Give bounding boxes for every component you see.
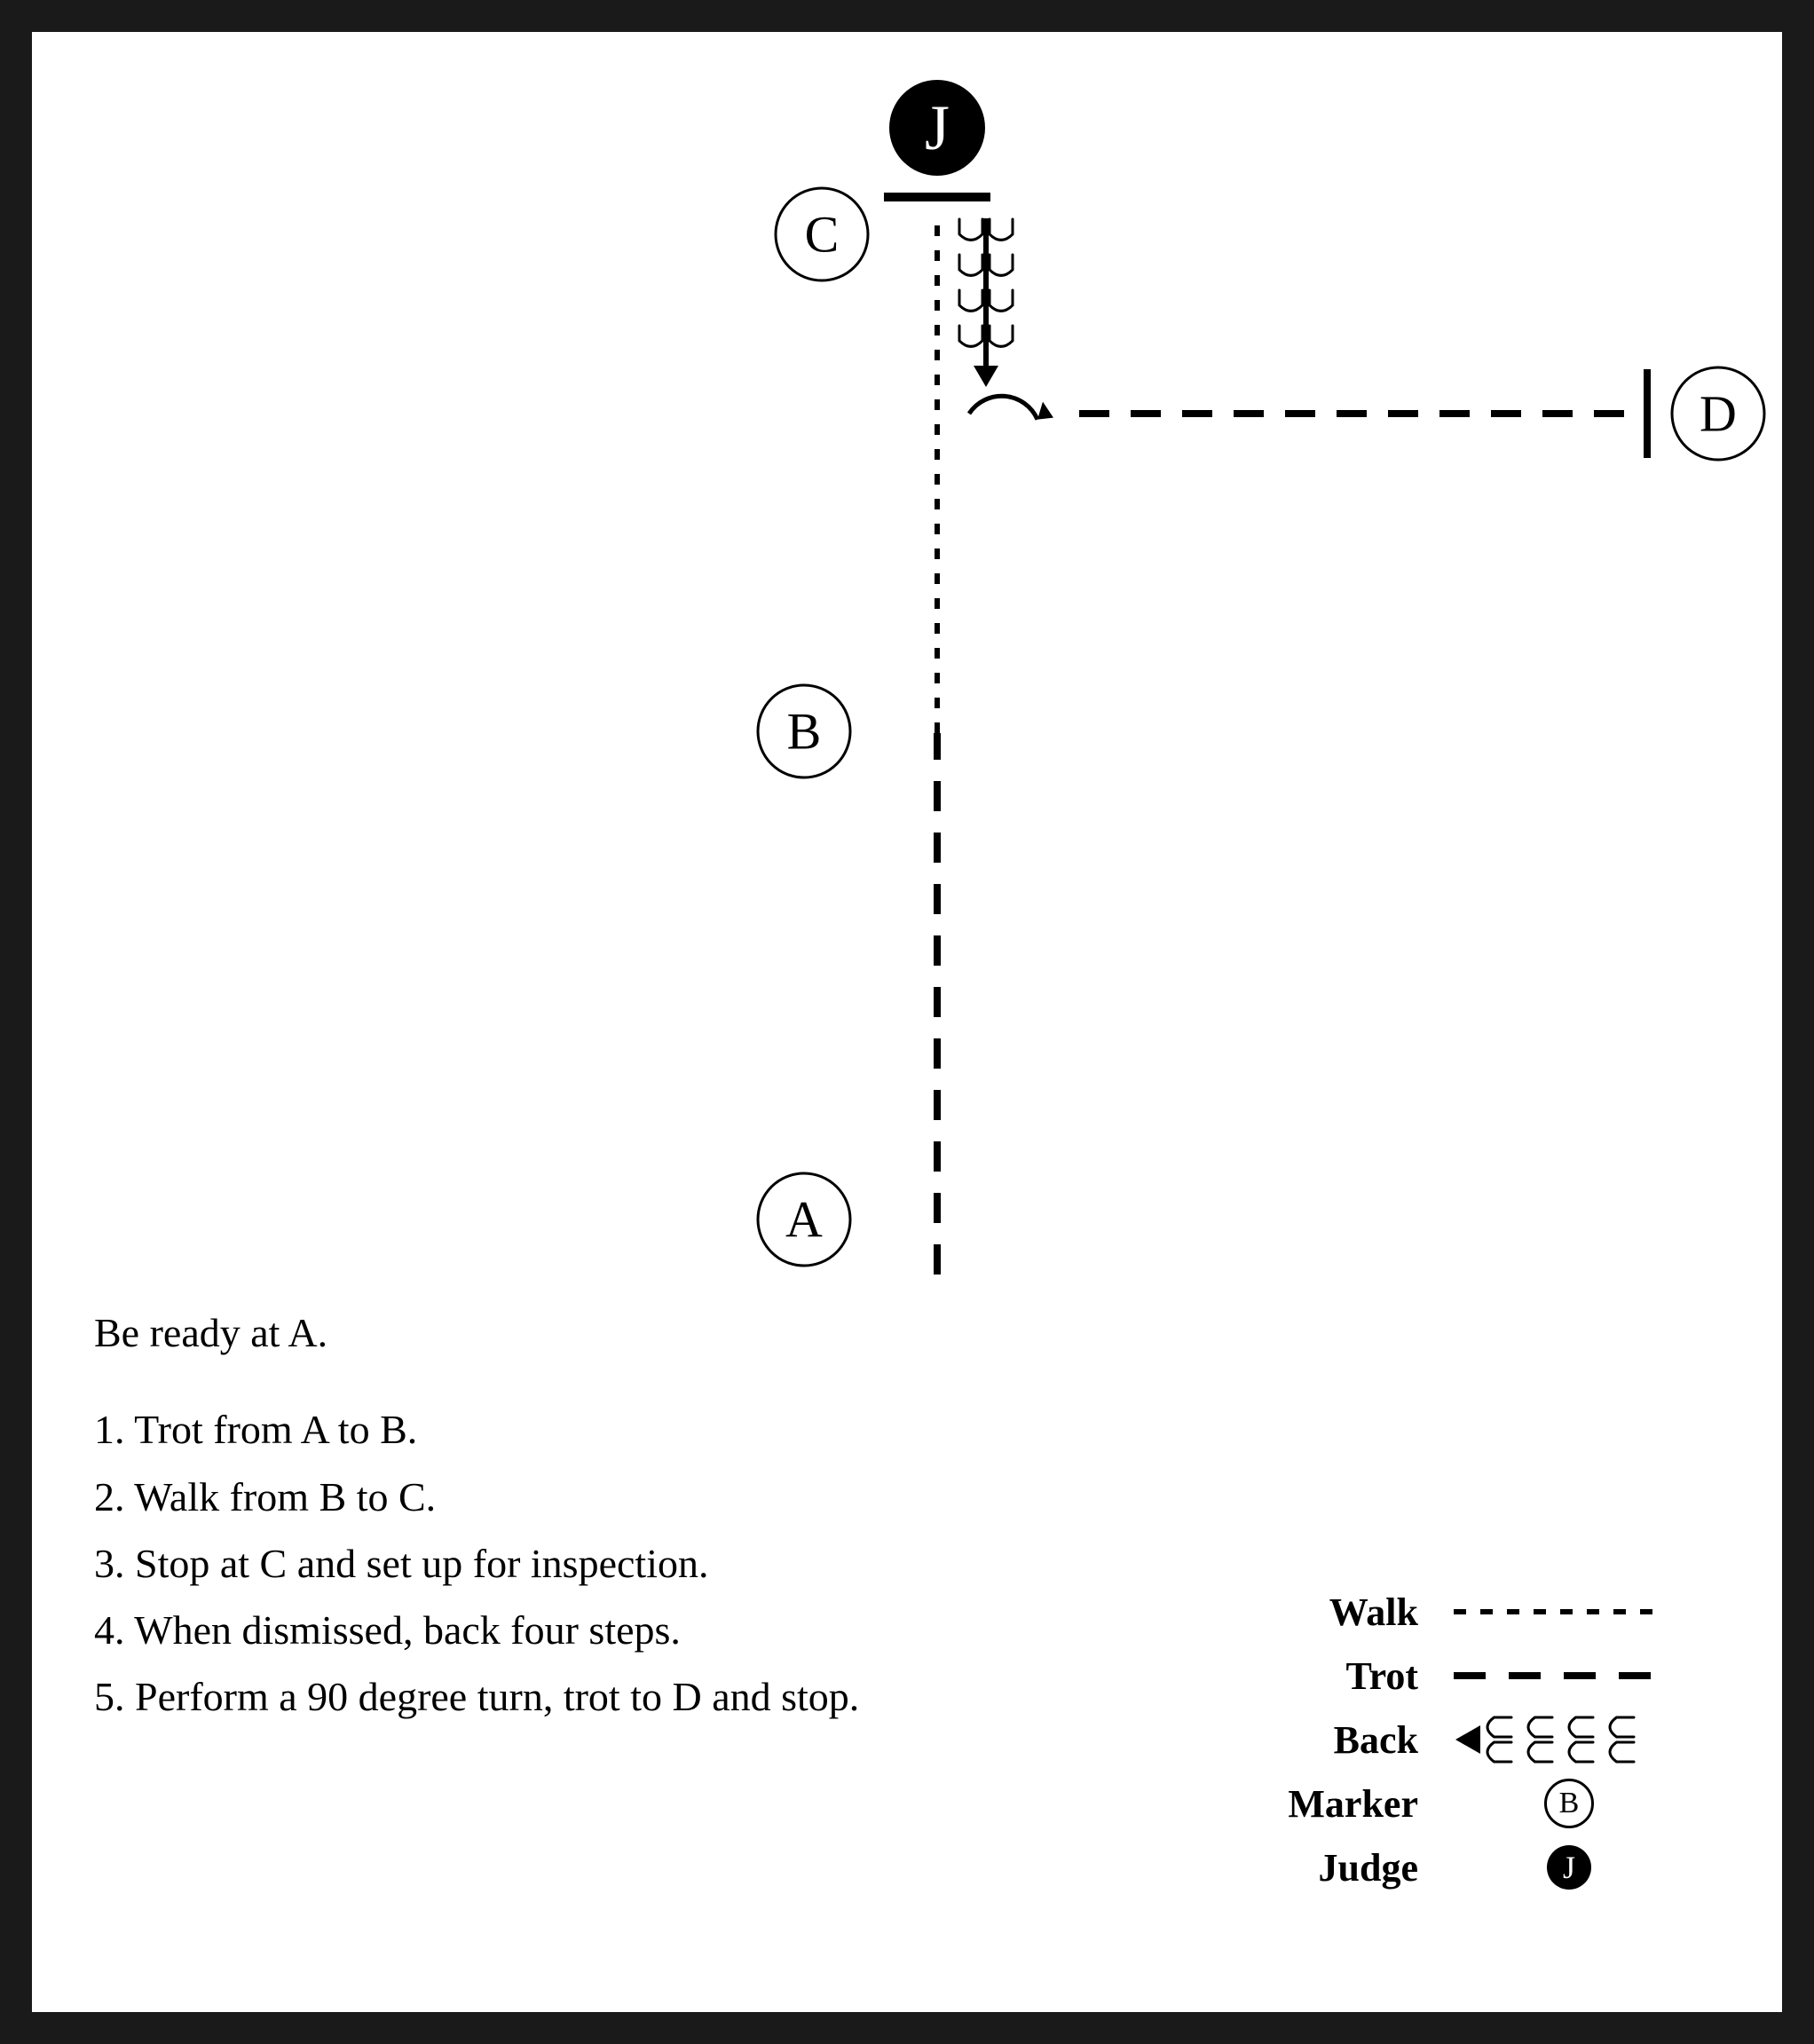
legend-row-walk: Walk: [1258, 1586, 1684, 1638]
marker-icon: B: [1544, 1779, 1594, 1828]
instruction-step: 3. Stop at C and set up for inspection.: [94, 1532, 859, 1595]
legend-label: Judge: [1258, 1845, 1454, 1890]
legend-row-trot: Trot: [1258, 1650, 1684, 1701]
svg-text:J: J: [925, 92, 950, 163]
legend-label: Back: [1258, 1717, 1454, 1763]
marker-D: D: [1672, 367, 1764, 460]
back-arrow-head: [974, 366, 998, 387]
svg-text:C: C: [805, 206, 840, 264]
legend-symbol-trot: [1454, 1667, 1684, 1685]
judge-icon: J: [1547, 1845, 1591, 1890]
legend-symbol-walk: [1454, 1603, 1684, 1621]
turn-arc: [969, 396, 1037, 419]
marker-J: J: [889, 80, 985, 176]
legend-symbol-marker: B: [1454, 1779, 1684, 1828]
page: J C D B A Be ready at A. 1. Trot from A to B…: [32, 32, 1782, 2012]
legend-row-marker: Marker B: [1258, 1778, 1684, 1829]
legend: Walk Trot Back Marker B Judge J: [1258, 1586, 1684, 1906]
instruction-step: 2. Walk from B to C.: [94, 1465, 859, 1528]
legend-symbol-back: [1454, 1715, 1684, 1764]
instruction-step: 1. Trot from A to B.: [94, 1398, 859, 1461]
legend-label: Walk: [1258, 1590, 1454, 1635]
marker-A: A: [758, 1173, 850, 1266]
instruction-step: 4. When dismissed, back four steps.: [94, 1598, 859, 1661]
legend-row-judge: Judge J: [1258, 1842, 1684, 1893]
instructions-intro: Be ready at A.: [94, 1301, 859, 1364]
svg-text:D: D: [1700, 385, 1737, 443]
turn-arc-arrow: [1037, 402, 1053, 420]
instruction-step: 5. Perform a 90 degree turn, trot to D a…: [94, 1665, 859, 1728]
marker-B: B: [758, 685, 850, 777]
legend-row-back: Back: [1258, 1714, 1684, 1765]
outer-frame: J C D B A Be ready at A. 1. Trot from A to B…: [0, 0, 1814, 2044]
legend-label: Trot: [1258, 1653, 1454, 1699]
legend-label: Marker: [1258, 1781, 1454, 1827]
marker-C: C: [776, 188, 868, 280]
legend-symbol-judge: J: [1454, 1845, 1684, 1890]
instructions-block: Be ready at A. 1. Trot from A to B.2. Wa…: [94, 1301, 859, 1732]
svg-text:B: B: [787, 703, 822, 761]
svg-text:A: A: [785, 1191, 823, 1249]
